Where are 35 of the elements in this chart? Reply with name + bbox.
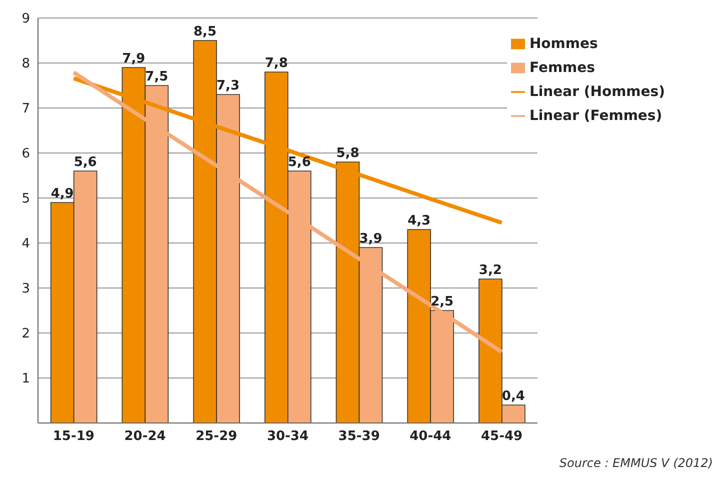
data-label: 7,5 [145,70,168,84]
data-label: 0,4 [502,389,525,404]
y-tick-label: 3 [22,282,30,297]
data-label: 7,3 [216,78,240,94]
x-tick-label: 45-49 [480,429,523,444]
legend-label: Linear (Femmes) [529,108,662,124]
y-tick-label: 5 [22,192,30,207]
y-tick-label: 8 [22,56,30,72]
x-tick-label: 20-24 [124,429,166,444]
y-tick-label: 9 [22,12,30,27]
y-tick-label: 2 [22,326,30,342]
data-label: 4,3 [408,214,431,228]
y-tick-label: 4 [22,236,30,252]
legend-label: Hommes [529,36,598,52]
data-label: 5,8 [336,146,360,161]
data-label: 3,2 [478,263,502,278]
data-label: 8,5 [194,24,217,40]
data-label: 4,9 [50,186,74,202]
legend-label: Femmes [529,60,595,76]
y-tick-label: 6 [22,146,30,162]
source-note: Source : EMMUS V (2012) [559,456,713,470]
y-tick-label: 7 [22,102,30,117]
data-label: 7,8 [264,56,288,71]
data-label: 3,9 [359,232,382,246]
data-label: 5,6 [288,155,311,170]
x-tick-label: 35-39 [338,429,380,444]
data-label: 2,5 [430,294,454,310]
data-label: 5,6 [74,155,97,170]
x-tick-label: 25-29 [196,429,238,444]
x-tick-label: 30-34 [266,429,309,444]
data-label: 7,9 [122,52,146,66]
legend-label: Linear (Hommes) [529,84,665,100]
x-tick-label: 40-44 [410,429,452,444]
x-tick-label: 15-19 [52,429,94,444]
y-tick-label: 1 [22,372,30,387]
